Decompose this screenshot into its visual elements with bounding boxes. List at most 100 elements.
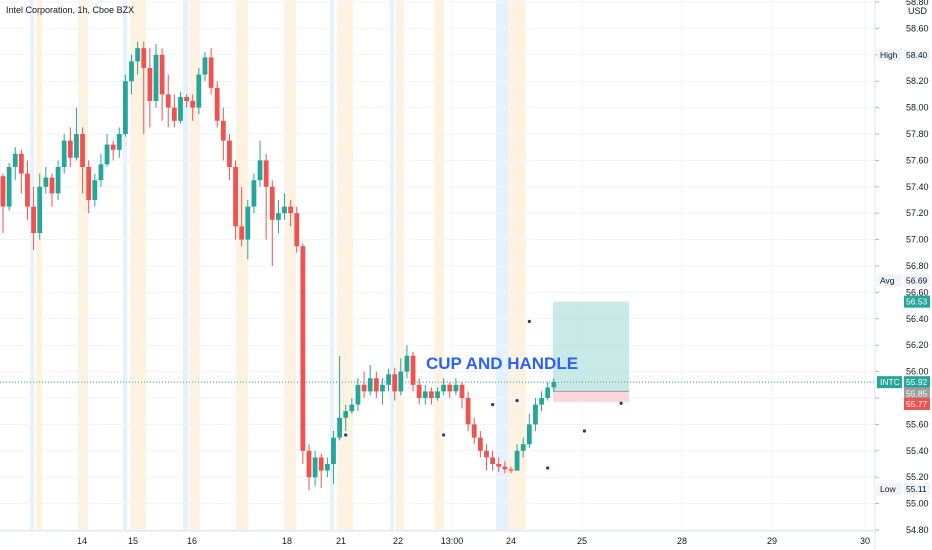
price-dot: [344, 433, 348, 437]
target-zone[interactable]: [553, 301, 629, 392]
candle: [49, 173, 55, 207]
candle: [496, 457, 502, 472]
candle: [98, 153, 104, 187]
price-tick-label: 58.00: [906, 103, 929, 113]
time-tick-label: 18: [282, 536, 292, 546]
candle-body: [220, 120, 226, 141]
candle-body: [288, 206, 294, 214]
cup-and-handle-annotation[interactable]: CUP AND HANDLE: [426, 354, 578, 373]
avg-label: Avg: [880, 276, 895, 286]
session-band: [183, 0, 188, 530]
candle: [37, 173, 43, 240]
session-band: [36, 0, 42, 530]
high-value-bg: [904, 48, 930, 61]
candle-body: [324, 464, 330, 471]
candle: [251, 173, 257, 214]
candle: [453, 378, 459, 396]
candle-body: [49, 177, 55, 194]
candle-body: [208, 57, 214, 88]
candle: [86, 160, 92, 214]
long-position-tool[interactable]: [553, 301, 629, 402]
candle-body: [508, 469, 514, 471]
candle-body: [404, 355, 410, 372]
candle: [18, 149, 24, 194]
candle-body: [398, 371, 404, 392]
candle-body: [98, 164, 104, 181]
candle-body: [159, 54, 165, 95]
session-band: [434, 0, 444, 530]
candle-body: [92, 180, 98, 200]
candle: [269, 180, 275, 266]
time-tick-label: 22: [393, 536, 403, 546]
candle: [477, 431, 483, 458]
candle: [533, 398, 538, 431]
stop-zone[interactable]: [553, 391, 629, 402]
candle-body: [416, 384, 422, 398]
price-dot: [546, 466, 550, 470]
candle-body: [153, 54, 159, 101]
candle: [484, 444, 489, 471]
price-dot: [491, 403, 495, 407]
price-tick-label: 56.80: [906, 261, 929, 271]
candle-body: [214, 87, 220, 121]
candle-body: [245, 206, 251, 240]
candle: [410, 351, 416, 392]
candle-body: [141, 48, 147, 68]
candle-body: [349, 404, 355, 412]
session-band: [78, 0, 88, 530]
candle: [190, 94, 196, 121]
price-tick-label: 57.60: [906, 155, 929, 165]
candle: [104, 134, 110, 167]
candle-body: [110, 144, 116, 150]
candle: [398, 358, 404, 396]
price-tick-label: 55.40: [906, 446, 929, 456]
target-price-tag: 56.53: [906, 297, 928, 307]
session-band: [189, 0, 200, 530]
candle-body: [147, 68, 153, 101]
candle-body: [447, 384, 453, 392]
candle-body: [453, 384, 459, 392]
candle: [300, 243, 306, 464]
candle: [6, 163, 12, 211]
candle-body: [6, 167, 12, 207]
candle: [312, 450, 318, 487]
candle-body: [484, 450, 489, 458]
candle-body: [318, 457, 324, 471]
candle: [31, 186, 36, 251]
candle: [416, 378, 422, 405]
time-axis[interactable]: 14 15 16 18 21 22 13:00 24 25 28 29 30: [0, 530, 874, 546]
candle: [337, 355, 342, 441]
candle-body: [104, 144, 110, 165]
grid-lines: [0, 0, 874, 531]
candle: [239, 186, 245, 247]
candle-body: [429, 391, 434, 398]
price-tick-label: 56.60: [906, 287, 929, 297]
time-tick-label: 14: [77, 536, 87, 546]
candle: [245, 200, 251, 260]
price-dot: [582, 429, 587, 433]
candle: [465, 391, 471, 431]
candle: [165, 74, 171, 128]
session-band: [390, 0, 394, 530]
candle-body: [80, 134, 85, 167]
candle: [220, 107, 226, 161]
price-tick-label: 56.00: [906, 367, 929, 377]
target-price-tag-bg: [904, 295, 930, 308]
price-dot: [515, 399, 519, 403]
candle-body: [190, 101, 196, 108]
price-axis[interactable]: 54.8055.0055.2055.4055.6055.8056.0056.20…: [874, 0, 930, 550]
candle: [318, 453, 324, 488]
candle: [520, 437, 526, 458]
price-tick-label: 56.40: [906, 314, 929, 324]
candle-body: [257, 160, 263, 181]
candle-body: [123, 81, 128, 134]
candle: [361, 371, 367, 398]
symbol-tag: INTC: [880, 377, 900, 387]
candle: [67, 127, 73, 167]
candle-body: [18, 153, 24, 174]
candle-body: [196, 74, 202, 108]
low-label-bg: [877, 483, 902, 496]
candle-body: [490, 457, 495, 464]
candle: [0, 173, 6, 233]
